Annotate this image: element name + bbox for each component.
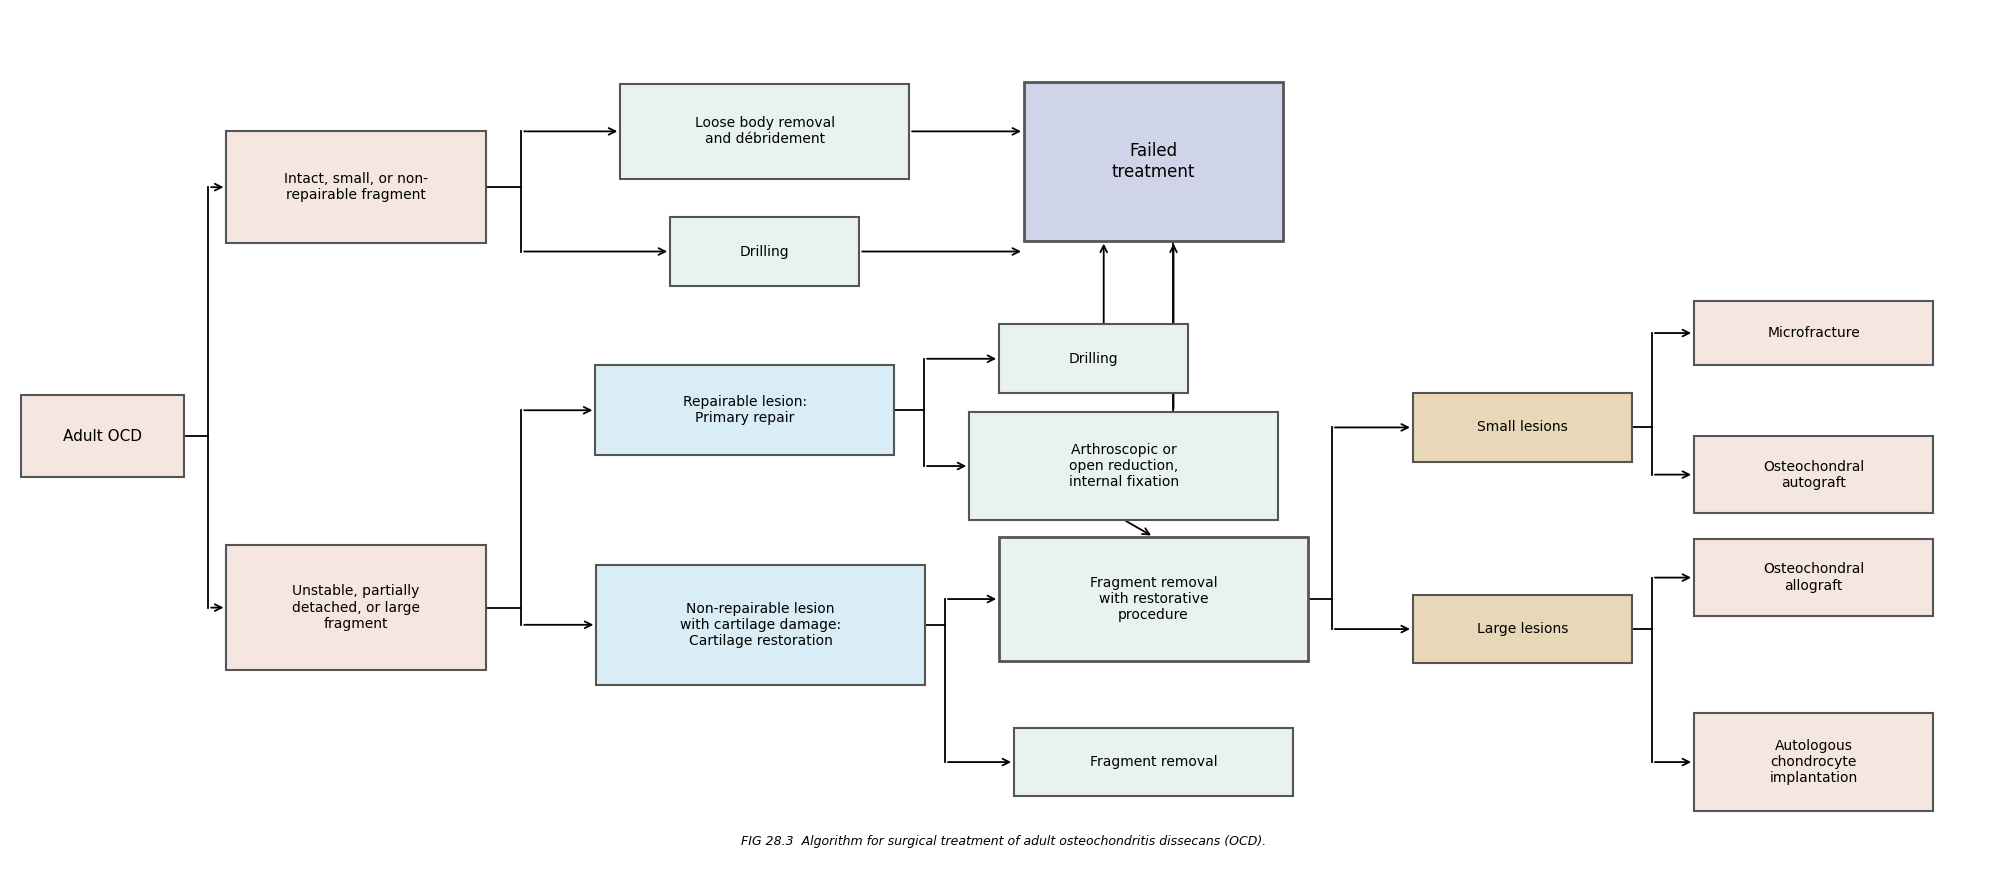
Text: Adult OCD: Adult OCD [62, 428, 142, 444]
FancyBboxPatch shape [20, 395, 185, 477]
Text: Failed
treatment: Failed treatment [1112, 142, 1194, 181]
FancyBboxPatch shape [999, 537, 1307, 661]
Text: Osteochondral
autograft: Osteochondral autograft [1762, 460, 1862, 490]
FancyBboxPatch shape [1014, 728, 1293, 796]
Text: Large lesions: Large lesions [1475, 622, 1567, 636]
Text: Unstable, partially
detached, or large
fragment: Unstable, partially detached, or large f… [291, 584, 419, 630]
Text: Small lesions: Small lesions [1477, 420, 1567, 434]
FancyBboxPatch shape [1694, 436, 1933, 514]
FancyBboxPatch shape [227, 545, 486, 670]
Text: Autologous
chondrocyte
implantation: Autologous chondrocyte implantation [1768, 739, 1856, 786]
Text: Osteochondral
allograft: Osteochondral allograft [1762, 562, 1862, 593]
Text: Loose body removal
and débridement: Loose body removal and débridement [694, 116, 835, 146]
FancyBboxPatch shape [596, 565, 925, 685]
FancyBboxPatch shape [227, 132, 486, 243]
FancyBboxPatch shape [1694, 301, 1933, 365]
Text: Drilling: Drilling [1068, 351, 1118, 365]
FancyBboxPatch shape [1694, 539, 1933, 617]
FancyBboxPatch shape [1694, 712, 1933, 812]
Text: Intact, small, or non-
repairable fragment: Intact, small, or non- repairable fragme… [283, 172, 427, 202]
Text: Microfracture: Microfracture [1766, 326, 1858, 340]
FancyBboxPatch shape [999, 324, 1188, 393]
FancyBboxPatch shape [969, 412, 1278, 520]
FancyBboxPatch shape [620, 85, 909, 179]
FancyBboxPatch shape [1413, 393, 1632, 462]
Text: FIG 28.3  Algorithm for surgical treatment of adult osteochondritis dissecans (O: FIG 28.3 Algorithm for surgical treatmen… [741, 835, 1266, 848]
FancyBboxPatch shape [594, 365, 893, 455]
FancyBboxPatch shape [1024, 82, 1282, 241]
Text: Arthroscopic or
open reduction,
internal fixation: Arthroscopic or open reduction, internal… [1068, 443, 1178, 489]
Text: Drilling: Drilling [739, 244, 789, 258]
FancyBboxPatch shape [670, 217, 859, 286]
FancyBboxPatch shape [1413, 595, 1632, 664]
Text: Fragment removal
with restorative
procedure: Fragment removal with restorative proced… [1090, 576, 1216, 623]
Text: Fragment removal: Fragment removal [1090, 755, 1216, 769]
Text: Repairable lesion:
Primary repair: Repairable lesion: Primary repair [682, 395, 807, 426]
Text: Non-repairable lesion
with cartilage damage:
Cartilage restoration: Non-repairable lesion with cartilage dam… [680, 602, 841, 648]
